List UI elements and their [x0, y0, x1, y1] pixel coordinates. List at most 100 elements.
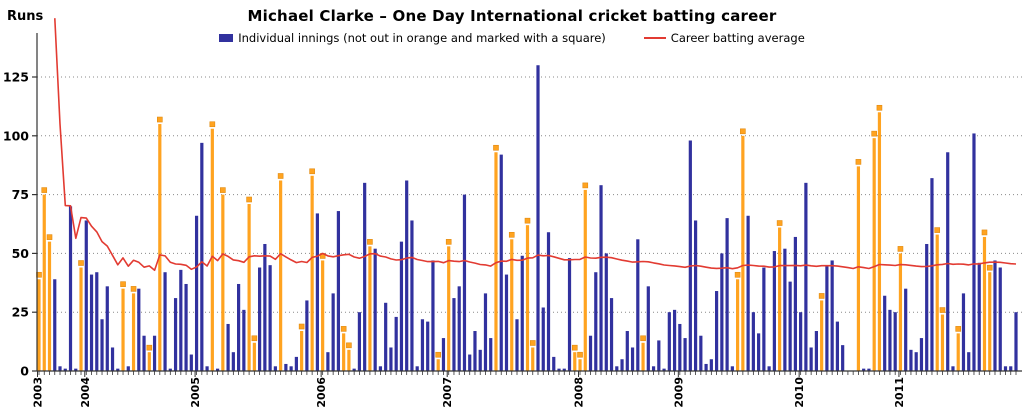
- not-out-innings-bar: [158, 124, 162, 371]
- innings-bar: [757, 333, 761, 371]
- innings-bar: [441, 338, 446, 371]
- legend-bar-swatch-icon: [219, 34, 234, 42]
- innings-bar: [683, 338, 687, 371]
- innings-bar: [835, 321, 840, 371]
- not-out-marker-icon: [582, 182, 589, 189]
- not-out-innings-bar: [37, 279, 41, 371]
- y-tick-label: 100: [3, 128, 29, 143]
- innings-bar: [909, 349, 913, 371]
- not-out-marker-icon: [78, 260, 84, 266]
- innings-bar: [478, 349, 482, 371]
- not-out-innings-bar: [47, 241, 52, 371]
- not-out-marker-icon: [340, 326, 347, 332]
- not-out-marker-icon: [981, 229, 988, 236]
- not-out-innings-bar: [778, 227, 782, 371]
- not-out-innings-bar: [741, 135, 745, 371]
- innings-bar: [893, 312, 897, 371]
- innings-bar: [194, 215, 199, 371]
- innings-bar: [237, 283, 241, 371]
- not-out-marker-icon: [46, 234, 53, 240]
- innings-bar: [636, 239, 640, 371]
- not-out-marker-icon: [897, 246, 904, 252]
- not-out-innings-bar: [982, 236, 987, 371]
- not-out-innings-bar: [347, 349, 351, 371]
- innings-bar: [137, 288, 141, 371]
- innings-bar: [546, 232, 551, 371]
- not-out-innings-bar: [988, 272, 992, 371]
- chart-legend: Individual innings (not out in orange an…: [0, 31, 1024, 45]
- innings-bar: [331, 293, 335, 371]
- not-out-marker-icon: [640, 335, 646, 342]
- not-out-innings-bar: [342, 333, 346, 371]
- not-out-marker-icon: [986, 264, 993, 271]
- not-out-marker-icon: [740, 128, 746, 135]
- not-out-innings-bar: [300, 331, 304, 371]
- innings-bar: [630, 347, 635, 371]
- not-out-innings-bar: [131, 293, 136, 371]
- innings-bar: [105, 286, 109, 371]
- not-out-marker-icon: [277, 173, 284, 179]
- innings-bar: [993, 260, 997, 371]
- innings-bar: [867, 368, 871, 371]
- innings-bar: [315, 213, 319, 371]
- innings-bar: [326, 352, 330, 371]
- innings-bar: [925, 243, 929, 371]
- y-tick-label: 50: [12, 246, 30, 261]
- not-out-innings-bar: [641, 342, 645, 371]
- year-label: 2006: [315, 377, 328, 408]
- y-tick-label: 125: [3, 70, 29, 85]
- innings-bar: [68, 206, 73, 371]
- innings-bar: [930, 178, 934, 371]
- innings-bar: [163, 272, 167, 371]
- innings-bar: [788, 281, 792, 371]
- innings-bar: [557, 368, 561, 371]
- not-out-innings-bar: [147, 352, 151, 371]
- innings-bar: [799, 312, 803, 371]
- not-out-innings-bar: [368, 246, 372, 371]
- not-out-innings-bar: [856, 166, 861, 371]
- not-out-innings-bar: [872, 138, 876, 371]
- not-out-innings-bar: [447, 246, 451, 371]
- y-tick-label: 25: [12, 305, 29, 320]
- innings-bar: [363, 182, 367, 371]
- year-label: 2009: [672, 377, 685, 408]
- innings-bar: [693, 220, 698, 371]
- innings-bar: [772, 251, 776, 371]
- innings-bar: [373, 248, 377, 371]
- innings-bar: [919, 338, 924, 371]
- innings-bar: [746, 215, 750, 371]
- legend-item-innings: Individual innings (not out in orange an…: [219, 31, 606, 45]
- not-out-marker-icon: [367, 239, 373, 245]
- innings-bar: [725, 218, 729, 371]
- not-out-innings-bar: [121, 288, 125, 371]
- innings-bar: [951, 366, 955, 371]
- not-out-marker-icon: [955, 326, 962, 332]
- innings-bar: [394, 316, 398, 371]
- not-out-marker-icon: [524, 217, 531, 224]
- innings-bar: [699, 335, 703, 371]
- innings-bar: [599, 185, 603, 371]
- innings-bar: [946, 152, 950, 371]
- not-out-innings-bar: [510, 239, 514, 371]
- not-out-marker-icon: [346, 342, 352, 349]
- innings-bar: [914, 352, 918, 371]
- innings-bar: [1003, 366, 1008, 371]
- innings-bar: [179, 269, 183, 371]
- innings-bar: [152, 335, 157, 371]
- innings-bar: [489, 338, 493, 371]
- innings-bar: [284, 363, 288, 371]
- innings-bar: [399, 241, 404, 371]
- innings-bar: [431, 260, 435, 371]
- not-out-marker-icon: [855, 159, 862, 165]
- legend-average-label: Career batting average: [670, 31, 805, 45]
- innings-bar: [405, 180, 409, 371]
- not-out-marker-icon: [934, 227, 941, 233]
- not-out-innings-bar: [310, 175, 314, 371]
- y-tick-label: 0: [20, 364, 29, 379]
- innings-bar: [825, 265, 829, 371]
- innings-bar: [142, 335, 146, 371]
- innings-bar: [215, 368, 220, 371]
- innings-bar: [263, 243, 267, 371]
- innings-bar: [58, 366, 62, 371]
